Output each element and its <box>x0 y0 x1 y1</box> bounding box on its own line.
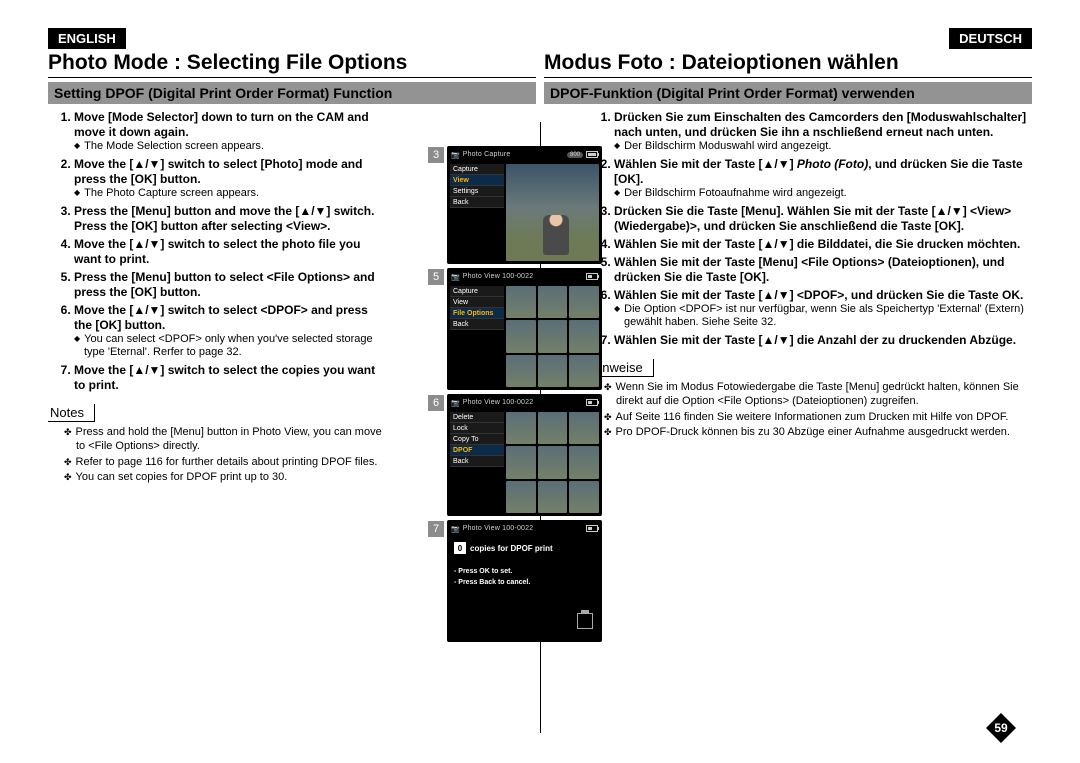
screen-3-menu: Capture View Settings Back <box>450 164 504 208</box>
screen-step-7: 7 <box>428 521 444 537</box>
dpof-copies-value: 0 <box>454 542 466 554</box>
lang-tab-de: DEUTSCH <box>949 28 1032 49</box>
screen-step-3: 3 <box>428 147 444 163</box>
step-4: Move the [▲/▼] switch to select the phot… <box>74 237 386 267</box>
screen-step-5: 5 <box>428 269 444 285</box>
step-7: Move the [▲/▼] switch to select the copi… <box>74 363 386 393</box>
printer-icon <box>577 613 593 629</box>
manual-page: ENGLISH Photo Mode : Selecting File Opti… <box>0 0 1080 763</box>
step-de-2: Wählen Sie mit der Taste [▲/▼] Photo (Fo… <box>614 157 1032 201</box>
screen-5-thumbs <box>506 286 599 387</box>
step-de-1: Drücken Sie zum Einschalten des Camcorde… <box>614 110 1032 154</box>
screen-3-preview <box>506 164 599 261</box>
step-de-2-note: Der Bildschirm Fotoaufnahme wird angezei… <box>624 187 1032 201</box>
screen-photo-view-6: 📷 Photo View 100-0022 Delete Lock Copy T… <box>447 394 602 516</box>
screen-photo-capture: 📷 Photo Capture 800 Capture View Setting… <box>447 146 602 264</box>
camera-icon: 📷 <box>451 525 460 533</box>
step-2-note: The Photo Capture screen appears. <box>84 187 386 201</box>
screen-dpof-copies: 📷 Photo View 100-0022 0 copies for DPOF … <box>447 520 602 642</box>
screen-row-7: 7 📷 Photo View 100-0022 0 copies for DPO… <box>428 520 608 642</box>
step-6: Move the [▲/▼] switch to select <DPOF> a… <box>74 303 386 361</box>
note-de-3: Pro DPOF-Druck können bis zu 30 Abzüge e… <box>604 426 1032 440</box>
column-deutsch: DEUTSCH Modus Foto : Dateioptionen wähle… <box>540 28 1036 749</box>
battery-icon <box>586 525 598 532</box>
subtitle-en: Setting DPOF (Digital Print Order Format… <box>48 82 536 104</box>
screen-photo-view-5: 📷 Photo View 100-0022 Capture View File … <box>447 268 602 390</box>
two-column-spread: ENGLISH Photo Mode : Selecting File Opti… <box>44 28 1036 749</box>
notes-list-de: Wenn Sie im Modus Fotowiedergabe die Tas… <box>604 381 1032 440</box>
screen-step-6: 6 <box>428 395 444 411</box>
lang-tab-en: ENGLISH <box>48 28 126 49</box>
step-1: Move [Mode Selector] down to turn on the… <box>74 110 386 154</box>
step-de-1-note: Der Bildschirm Moduswahl wird angezeigt. <box>624 140 1032 154</box>
camera-icon: 📷 <box>451 273 460 281</box>
screen-row-6: 6 📷 Photo View 100-0022 Delete Lock Copy… <box>428 394 608 516</box>
screen-6-thumbs <box>506 412 599 513</box>
note-en-2: Refer to page 116 for further details ab… <box>64 456 386 470</box>
screenshot-stack: 3 📷 Photo Capture 800 Capture View Setti… <box>428 146 608 646</box>
note-de-2: Auf Seite 116 finden Sie weitere Informa… <box>604 411 1032 425</box>
step-de-6: Wählen Sie mit der Taste [▲/▼] <DPOF>, u… <box>614 288 1032 331</box>
step-de-6-note: Die Option <DPOF> ist nur verfügbar, wen… <box>624 303 1032 331</box>
battery-icon <box>586 273 598 280</box>
screen-6-menu: Delete Lock Copy To DPOF Back <box>450 412 504 467</box>
camera-icon: 📷 <box>451 151 460 159</box>
note-de-1: Wenn Sie im Modus Fotowiedergabe die Tas… <box>604 381 1032 409</box>
step-6-note: You can select <DPOF> only when you've s… <box>84 333 386 361</box>
step-5: Press the [Menu] button to select <File … <box>74 270 386 300</box>
step-1-note: The Mode Selection screen appears. <box>84 140 386 154</box>
note-en-3: You can set copies for DPOF print up to … <box>64 471 386 485</box>
steps-de: Drücken Sie zum Einschalten des Camcorde… <box>570 110 1032 348</box>
dpof-panel: 0 copies for DPOF print Press OK to set.… <box>450 538 599 639</box>
camera-icon: 📷 <box>451 399 460 407</box>
dpof-copies-text: copies for DPOF print <box>470 544 553 553</box>
notes-heading-en: Notes <box>48 404 95 422</box>
step-3: Press the [Menu] button and move the [▲/… <box>74 204 386 234</box>
note-en-1: Press and hold the [Menu] button in Phot… <box>64 426 386 454</box>
screen-5-menu: Capture View File Options Back <box>450 286 504 330</box>
dpof-back-hint: Press Back to cancel. <box>454 579 595 586</box>
step-de-7: Wählen Sie mit der Taste [▲/▼] die Anzah… <box>614 333 1032 348</box>
title-de: Modus Foto : Dateioptionen wählen <box>544 51 1032 78</box>
step-de-4: Wählen Sie mit der Taste [▲/▼] die Bildd… <box>614 237 1032 252</box>
battery-icon <box>586 399 598 406</box>
step-de-5: Wählen Sie mit der Taste [Menu] <File Op… <box>614 255 1032 285</box>
battery-icon <box>586 151 598 158</box>
screen-row-3: 3 📷 Photo Capture 800 Capture View Setti… <box>428 146 608 264</box>
step-2: Move the [▲/▼] switch to select [Photo] … <box>74 157 386 201</box>
dpof-ok-hint: Press OK to set. <box>454 568 595 575</box>
step-de-3: Drücken Sie die Taste [Menu]. Wählen Sie… <box>614 204 1032 234</box>
screen-row-5: 5 📷 Photo View 100-0022 Capture View Fil… <box>428 268 608 390</box>
title-en: Photo Mode : Selecting File Options <box>48 51 536 78</box>
subtitle-de: DPOF-Funktion (Digital Print Order Forma… <box>544 82 1032 104</box>
